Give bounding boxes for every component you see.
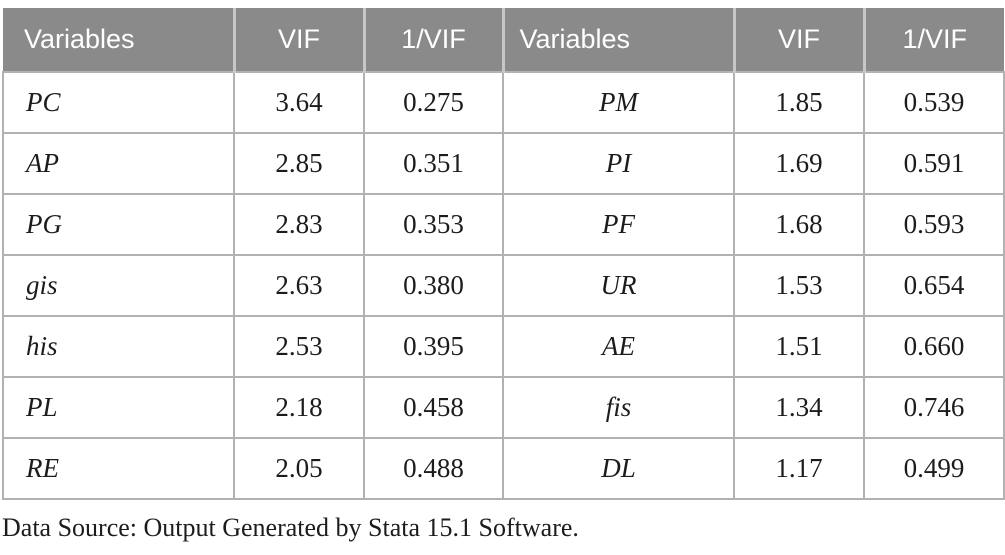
column-header-inverse-vif-left: 1/VIF xyxy=(362,8,503,72)
variable-cell: his xyxy=(2,315,235,378)
variable-cell: PG xyxy=(2,193,235,256)
table-row: PL 2.18 0.458 fis 1.34 0.746 xyxy=(2,376,1005,439)
table-row: RE 2.05 0.488 DL 1.17 0.499 xyxy=(2,437,1005,500)
column-header-vif-right: VIF xyxy=(732,8,864,72)
inverse-vif-cell: 0.275 xyxy=(363,71,504,134)
data-source-caption: Data Source: Output Generated by Stata 1… xyxy=(2,513,579,542)
inverse-vif-cell: 0.353 xyxy=(363,193,504,256)
table-row: gis 2.63 0.380 UR 1.53 0.654 xyxy=(2,254,1005,317)
inverse-vif-cell: 0.458 xyxy=(363,376,504,439)
inverse-vif-cell: 0.593 xyxy=(863,193,1005,256)
vif-cell: 2.05 xyxy=(233,437,365,500)
variable-cell: PC xyxy=(2,71,235,134)
column-header-inverse-vif-right: 1/VIF xyxy=(862,8,1004,72)
vif-cell: 1.34 xyxy=(733,376,865,439)
vif-cell: 1.53 xyxy=(733,254,865,317)
vif-cell: 2.53 xyxy=(233,315,365,378)
vif-cell: 1.68 xyxy=(733,193,865,256)
table-row: his 2.53 0.395 AE 1.51 0.660 xyxy=(2,315,1005,378)
vif-cell: 2.18 xyxy=(233,376,365,439)
vif-cell: 1.69 xyxy=(733,132,865,195)
vif-cell: 1.17 xyxy=(733,437,865,500)
variable-cell: PM xyxy=(502,71,735,134)
variable-cell: AP xyxy=(2,132,235,195)
vif-table: Variables VIF 1/VIF Variables VIF 1/VIF … xyxy=(2,8,1005,500)
vif-cell: 3.64 xyxy=(233,71,365,134)
inverse-vif-cell: 0.654 xyxy=(863,254,1005,317)
variable-cell: AE xyxy=(502,315,735,378)
variable-cell: gis xyxy=(2,254,235,317)
column-header-variables-right: Variables xyxy=(501,8,734,72)
variable-cell: DL xyxy=(502,437,735,500)
table-row: PC 3.64 0.275 PM 1.85 0.539 xyxy=(2,71,1005,134)
vif-cell: 2.63 xyxy=(233,254,365,317)
variable-cell: fis xyxy=(502,376,735,439)
inverse-vif-cell: 0.351 xyxy=(363,132,504,195)
vif-cell: 1.51 xyxy=(733,315,865,378)
inverse-vif-cell: 0.488 xyxy=(363,437,504,500)
inverse-vif-cell: 0.395 xyxy=(363,315,504,378)
table-header-row: Variables VIF 1/VIF Variables VIF 1/VIF xyxy=(3,8,1004,72)
vif-cell: 2.83 xyxy=(233,193,365,256)
column-header-variables-left: Variables xyxy=(3,8,234,72)
variable-cell: PL xyxy=(2,376,235,439)
inverse-vif-cell: 0.499 xyxy=(863,437,1005,500)
table-row: AP 2.85 0.351 PI 1.69 0.591 xyxy=(2,132,1005,195)
table-row: PG 2.83 0.353 PF 1.68 0.593 xyxy=(2,193,1005,256)
inverse-vif-cell: 0.539 xyxy=(863,71,1005,134)
vif-cell: 2.85 xyxy=(233,132,365,195)
vif-cell: 1.85 xyxy=(733,71,865,134)
variable-cell: PI xyxy=(502,132,735,195)
inverse-vif-cell: 0.591 xyxy=(863,132,1005,195)
variable-cell: UR xyxy=(502,254,735,317)
variable-cell: RE xyxy=(2,437,235,500)
column-header-vif-left: VIF xyxy=(232,8,364,72)
inverse-vif-cell: 0.746 xyxy=(863,376,1005,439)
inverse-vif-cell: 0.380 xyxy=(363,254,504,317)
variable-cell: PF xyxy=(502,193,735,256)
inverse-vif-cell: 0.660 xyxy=(863,315,1005,378)
